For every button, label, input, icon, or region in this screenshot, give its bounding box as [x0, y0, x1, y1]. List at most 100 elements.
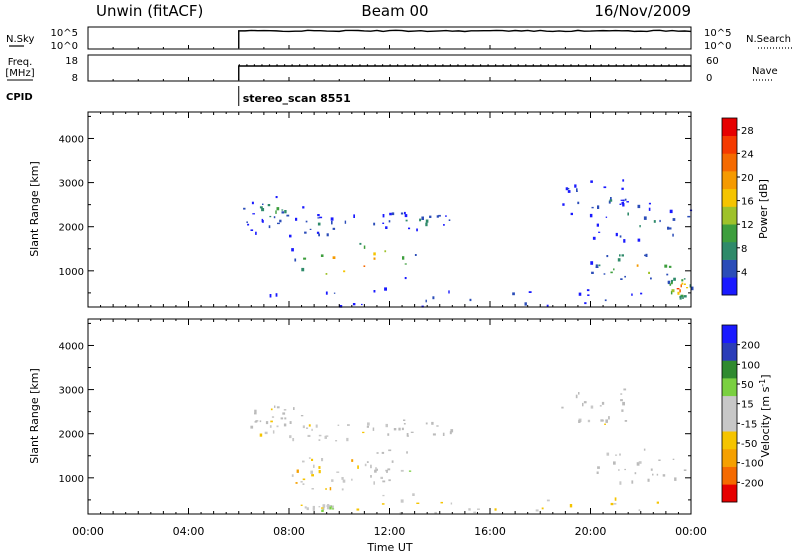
echo-cell: [400, 499, 404, 503]
power-colorbar: 4 8 12 16 20 24 28: [721, 117, 754, 296]
echo-cell: [300, 415, 304, 417]
echo-cell: [273, 216, 276, 219]
echo-cell: [295, 217, 298, 221]
echo-cell: [575, 394, 578, 399]
echo-cell: [578, 420, 581, 423]
nave-label: Nave: [752, 66, 778, 77]
echo-cell: [425, 422, 428, 425]
echo-cell: [671, 289, 675, 293]
nave-right-tick-bottom: 0: [706, 73, 712, 84]
echo-cell: [332, 256, 336, 259]
echo-cell: [270, 420, 273, 423]
echo-cell: [311, 428, 313, 431]
echo-cell: [254, 409, 257, 413]
echo-cell: [373, 222, 376, 226]
echo-cell: [410, 431, 414, 433]
echo-cell: [637, 204, 641, 209]
echo-cell: [425, 222, 428, 227]
echo-cell: [250, 425, 254, 429]
echo-cell: [308, 457, 311, 459]
echo-cell: [624, 420, 628, 422]
colorbar-tick-label: -15: [741, 419, 757, 430]
echo-cell: [643, 448, 646, 451]
echo-cell: [667, 280, 671, 284]
echo-cell: [676, 288, 680, 290]
echo-cell: [636, 264, 639, 267]
echo-cell: [382, 214, 385, 218]
echo-cell: [326, 233, 329, 237]
echo-cell: [304, 231, 307, 234]
echo-cell: [535, 509, 539, 512]
echo-cell: [269, 425, 272, 428]
nave-dot: [653, 64, 655, 66]
echo-cell: [686, 287, 689, 289]
echo-cell: [473, 511, 476, 514]
echo-cell: [386, 470, 388, 473]
echo-cell: [622, 199, 625, 202]
nave-dot: [608, 64, 610, 66]
echo-cell: [294, 258, 297, 262]
echo-cell: [300, 481, 303, 483]
nave-dot: [585, 64, 587, 66]
echo-cell: [362, 431, 365, 434]
echo-cell: [615, 232, 618, 237]
echo-cell: [416, 502, 420, 504]
nave-dot: [314, 64, 316, 66]
freq-left-tick-top: 18: [65, 56, 78, 67]
nave-dot: [351, 64, 354, 66]
nsky-panel: N.Sky 10^5 10^0 10^5 10^0 N.Search: [6, 26, 792, 52]
colorbar-swatch: [722, 277, 737, 296]
echo-cell: [679, 289, 681, 293]
echo-cell: [656, 473, 659, 476]
echo-cell: [326, 505, 330, 510]
y-tick-label: 4000: [59, 341, 84, 352]
echo-cell: [312, 507, 315, 511]
echo-cell: [408, 470, 412, 472]
echo-cell: [421, 216, 424, 220]
colorbar-tick-label: 200: [741, 341, 760, 352]
echo-cell: [389, 212, 392, 216]
echo-cell: [650, 277, 652, 280]
echo-cell: [251, 201, 254, 205]
echo-cell: [617, 258, 621, 262]
colorbar-tick-label: 16: [741, 197, 754, 208]
echo-cell: [382, 222, 385, 224]
cpid-program-label: stereo_scan 8551: [243, 92, 351, 105]
colorbar-tick-label: 4: [741, 267, 747, 278]
echo-cell: [610, 502, 614, 506]
echo-cell: [275, 196, 278, 199]
echo-cell: [382, 480, 386, 483]
echo-cell: [373, 290, 376, 293]
nsky-line: [238, 29, 692, 48]
echo-cell: [405, 219, 408, 222]
nave-dot: [291, 64, 293, 66]
echo-cell: [318, 434, 322, 437]
echo-cell: [569, 504, 573, 508]
colorbar-swatch: [722, 188, 737, 207]
echo-cell: [301, 267, 305, 272]
echo-cell: [434, 511, 437, 514]
echo-cell: [605, 419, 608, 423]
echo-cell: [669, 209, 673, 214]
echo-cell: [398, 427, 401, 431]
nsearch-label: N.Search: [746, 34, 791, 45]
echo-cell: [303, 257, 307, 260]
echo-cell: [623, 239, 626, 243]
echo-cell: [295, 482, 298, 484]
echo-cell: [342, 479, 346, 483]
echo-cell: [610, 197, 612, 201]
time-axis-label: Time UT: [366, 541, 412, 554]
echo-cell: [286, 214, 290, 217]
echo-cell: [664, 264, 668, 268]
y-tick-label: 3000: [59, 179, 84, 190]
colorbar-tick-label: 8: [741, 244, 747, 255]
echo-cell: [404, 277, 407, 280]
echo-cell: [681, 279, 684, 282]
echo-cell: [598, 231, 601, 233]
echo-cell: [315, 424, 318, 428]
echo-cell: [331, 508, 335, 510]
nave-dot: [359, 64, 361, 66]
echo-cell: [477, 508, 480, 510]
colorbar-frame: [721, 324, 738, 503]
nave-dot: [510, 64, 512, 66]
